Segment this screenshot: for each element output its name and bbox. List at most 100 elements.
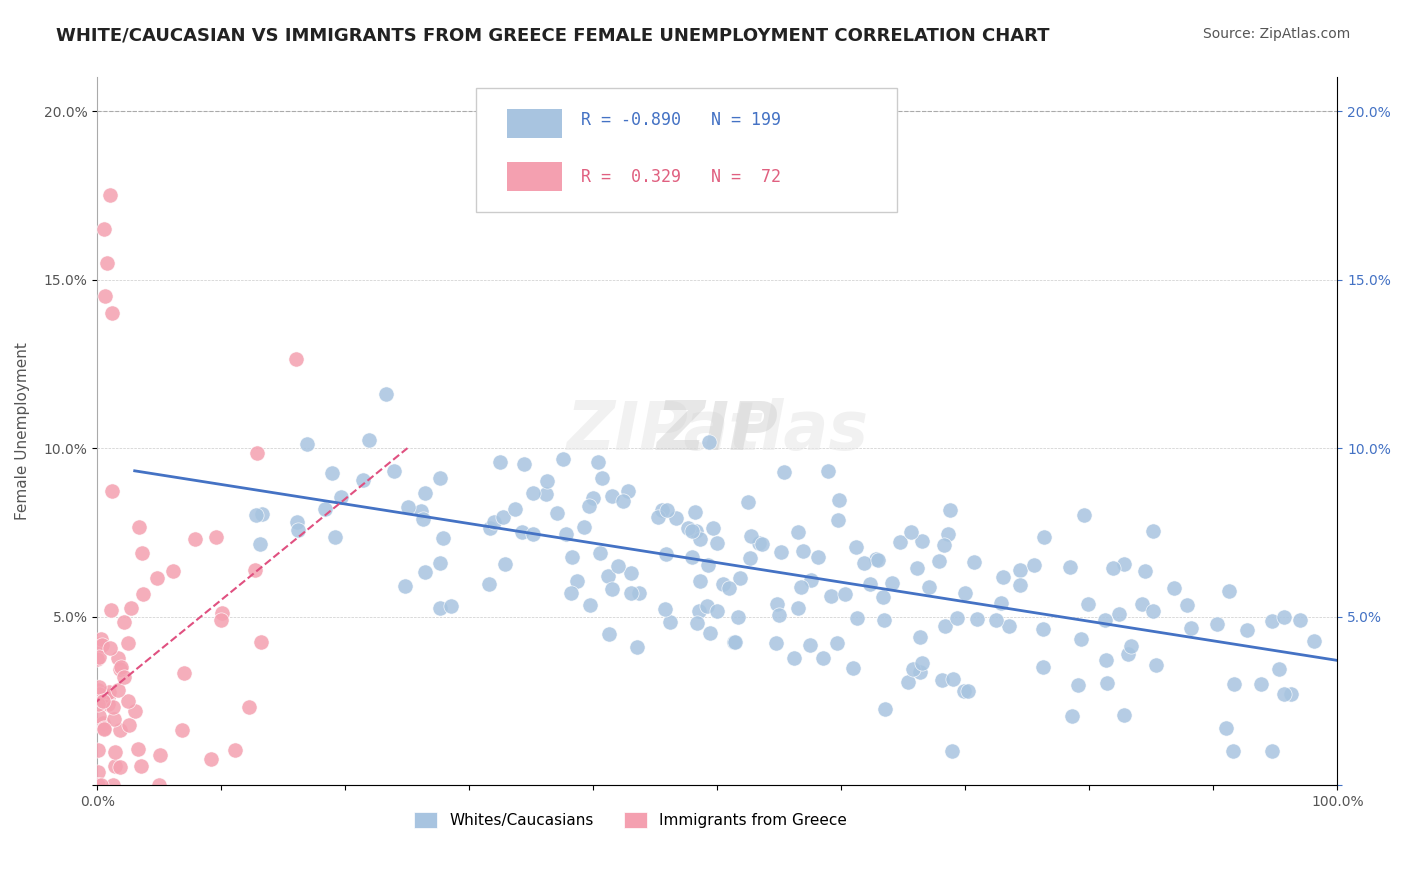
Point <box>699 625 721 640</box>
Point <box>681 550 703 565</box>
Point <box>1268 662 1291 676</box>
Text: ZIP: ZIP <box>657 398 779 464</box>
Point <box>655 503 678 517</box>
Point <box>565 574 588 589</box>
Point <box>112 615 135 629</box>
Point <box>1059 560 1081 574</box>
Point <box>991 570 1014 584</box>
Point <box>107 682 129 697</box>
Point <box>172 723 194 737</box>
Point <box>482 516 505 530</box>
Point <box>740 529 762 543</box>
Point <box>908 630 931 644</box>
Point <box>87 687 110 701</box>
Point <box>792 544 814 558</box>
Point <box>769 545 792 559</box>
Point <box>413 486 436 500</box>
Point <box>688 603 710 617</box>
Point <box>101 484 124 499</box>
Point <box>936 527 959 541</box>
Point <box>931 673 953 688</box>
Point <box>1032 530 1054 544</box>
Point <box>522 527 544 541</box>
Point <box>209 613 232 627</box>
Point <box>589 545 612 559</box>
Point <box>96 688 118 702</box>
Point <box>129 759 152 773</box>
Point <box>250 634 273 648</box>
Point <box>718 581 741 595</box>
Point <box>429 470 451 484</box>
Point <box>963 555 986 569</box>
Point <box>246 446 269 460</box>
Point <box>284 352 307 367</box>
Point <box>807 550 830 565</box>
Point <box>1032 623 1054 637</box>
Point <box>503 502 526 516</box>
Point <box>287 515 309 529</box>
Point <box>800 573 823 587</box>
Point <box>905 561 928 575</box>
Point <box>984 613 1007 627</box>
Point <box>1279 687 1302 701</box>
Point <box>112 670 135 684</box>
Point <box>432 531 454 545</box>
Point <box>1077 597 1099 611</box>
Point <box>842 661 865 675</box>
Text: Source: ZipAtlas.com: Source: ZipAtlas.com <box>1202 27 1350 41</box>
Point <box>1142 604 1164 618</box>
Point <box>110 662 132 676</box>
Point <box>711 577 734 591</box>
Point <box>787 524 810 539</box>
Point <box>654 601 676 615</box>
Point <box>117 694 139 708</box>
Point <box>941 744 963 758</box>
Point <box>889 535 911 549</box>
Point <box>323 530 346 544</box>
Point <box>1073 508 1095 523</box>
Point <box>686 615 709 630</box>
Point <box>494 557 516 571</box>
Point <box>412 512 434 526</box>
Point <box>128 519 150 533</box>
Point <box>910 656 932 670</box>
Point <box>612 494 634 508</box>
Point <box>110 659 132 673</box>
Point <box>1163 581 1185 595</box>
Point <box>825 635 848 649</box>
Point <box>314 501 336 516</box>
Point <box>87 708 110 723</box>
Point <box>697 558 720 573</box>
Point <box>1032 659 1054 673</box>
Point <box>1130 598 1153 612</box>
Point <box>146 571 169 585</box>
Point <box>352 473 374 487</box>
Point <box>546 506 568 520</box>
Point <box>799 639 821 653</box>
Text: WHITE/CAUCASIAN VS IMMIGRANTS FROM GREECE FEMALE UNEMPLOYMENT CORRELATION CHART: WHITE/CAUCASIAN VS IMMIGRANTS FROM GREEC… <box>56 27 1050 45</box>
Point <box>928 554 950 568</box>
Point <box>591 470 613 484</box>
Point <box>628 586 651 600</box>
Point <box>429 600 451 615</box>
Point <box>131 546 153 560</box>
Point <box>86 637 108 651</box>
FancyBboxPatch shape <box>506 110 562 137</box>
Point <box>1095 676 1118 690</box>
Point <box>953 683 976 698</box>
Point <box>101 778 124 792</box>
Point <box>211 607 233 621</box>
Point <box>87 692 110 706</box>
Point <box>1272 610 1295 624</box>
Text: R = -0.890   N = 199: R = -0.890 N = 199 <box>581 111 782 129</box>
Point <box>655 548 678 562</box>
Point <box>765 636 787 650</box>
Point <box>901 662 924 676</box>
Point <box>997 618 1019 632</box>
Point <box>204 530 226 544</box>
Point <box>108 760 131 774</box>
Point <box>651 503 673 517</box>
Point <box>429 556 451 570</box>
Point <box>1102 561 1125 575</box>
Point <box>1215 721 1237 735</box>
